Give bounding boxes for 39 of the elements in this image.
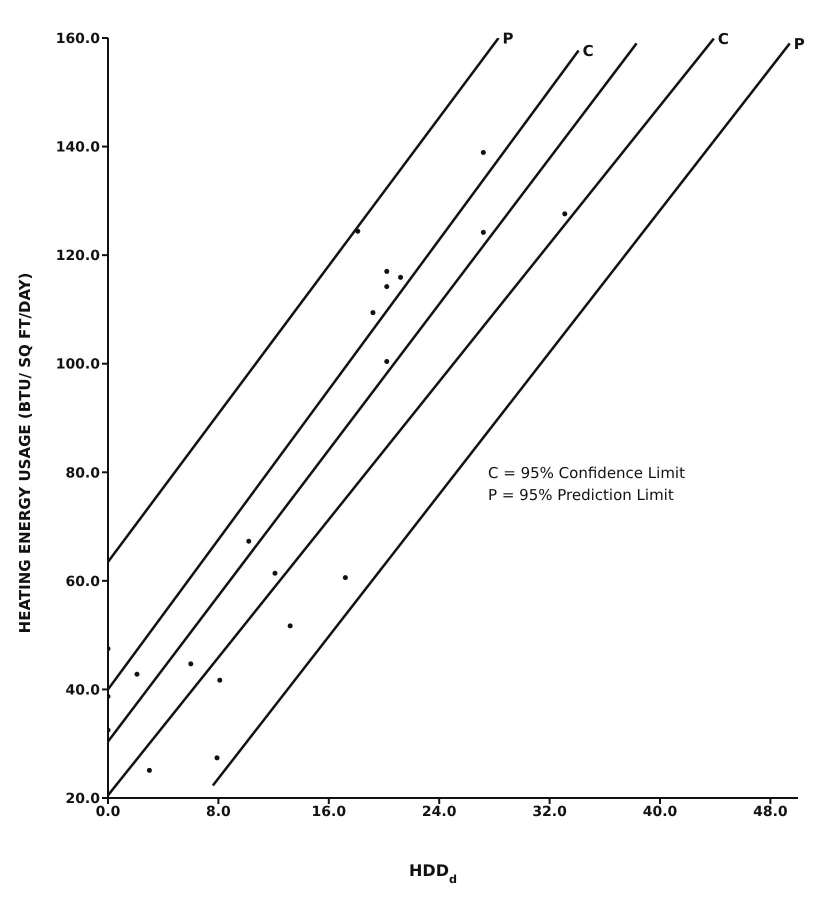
point [398, 274, 404, 280]
annotation: C = 95% Confidence Limit [488, 464, 686, 482]
point [188, 661, 194, 666]
x-tick-label: 40.0 [642, 804, 678, 820]
annotation: P [502, 29, 514, 48]
x-tick-label: 32.0 [532, 804, 568, 820]
point [146, 768, 152, 773]
point [134, 672, 140, 677]
x-tick-label: 8.0 [206, 804, 232, 820]
annotation: P [794, 34, 805, 53]
point [480, 230, 486, 235]
point [384, 284, 390, 290]
y-tick-label: 140.0 [56, 140, 100, 156]
x-axis-title: HDD$_{d}$ [409, 861, 457, 886]
x-tick-label: 24.0 [422, 804, 457, 820]
x-tick-label: 48.0 [753, 804, 788, 820]
annotation: C [582, 42, 594, 60]
y-tick-label: 40.0 [65, 682, 100, 698]
y-tick-label: 120.0 [56, 248, 100, 264]
point [246, 538, 252, 544]
annotation: P = 95% Prediction Limit [488, 486, 674, 504]
point [272, 570, 278, 576]
point [217, 678, 222, 683]
point [214, 755, 220, 760]
y-tick-label: 160.0 [56, 30, 100, 47]
point [384, 359, 390, 364]
x-tick-label: 16.0 [312, 804, 346, 820]
point [384, 268, 390, 274]
annotation: C [718, 30, 729, 48]
y-tick-label: 100.0 [56, 356, 100, 373]
point [342, 575, 348, 580]
point [480, 150, 486, 156]
point [355, 228, 360, 234]
point [288, 623, 293, 628]
y-axis-title: HEATING ENERGY USAGE (BTU/ SQ FT/DAY) [16, 272, 34, 634]
point [370, 310, 376, 316]
y-tick-label: 80.0 [65, 465, 100, 482]
point [562, 211, 568, 216]
y-tick-label: 60.0 [65, 574, 100, 590]
